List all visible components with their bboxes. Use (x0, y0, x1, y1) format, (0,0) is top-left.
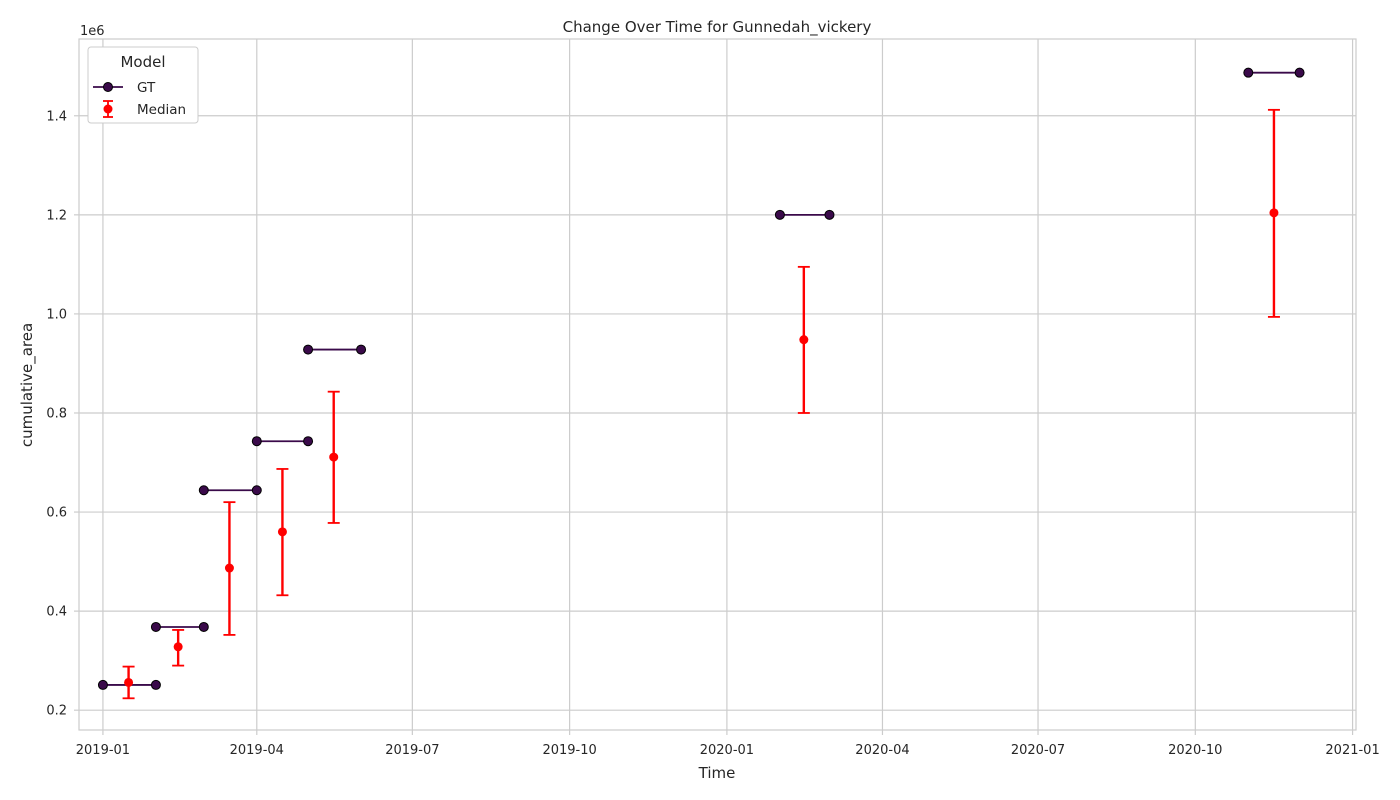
median-point (224, 563, 234, 573)
x-tick-label: 2019-04 (230, 743, 284, 758)
gt-point (303, 344, 314, 355)
x-tick-label: 2020-10 (1168, 743, 1222, 758)
y-tick-label: 0.8 (46, 406, 67, 421)
legend-label-median: Median (137, 102, 186, 118)
gt-point (1294, 67, 1305, 78)
gt-point (198, 485, 209, 496)
median-point (1269, 208, 1279, 218)
y-axis-label: cumulative_area (18, 323, 37, 447)
median-point (124, 677, 134, 687)
gt-point (774, 209, 785, 220)
legend-box (87, 46, 199, 124)
x-tick-label: 2019-07 (385, 743, 439, 758)
gt-point (303, 436, 314, 447)
gt-point (150, 621, 161, 632)
chart-title: Change Over Time for Gunnedah_vickery (563, 18, 872, 37)
gt-point (150, 679, 161, 690)
y-tick-labels: 0.2 0.4 0.6 0.8 1.0 1.2 1.4 (46, 109, 79, 719)
x-tick-label: 2019-10 (542, 743, 596, 758)
x-tick-label: 2021-01 (1325, 743, 1379, 758)
gt-point (251, 436, 262, 447)
y-tick-label: 1.4 (46, 109, 67, 124)
legend-entry-gt: GT (93, 80, 156, 96)
grid (79, 39, 1356, 730)
legend-label-gt: GT (137, 80, 156, 96)
gt-series (97, 67, 1305, 690)
legend-entry-median: Median (103, 100, 186, 118)
legend-title: Model (120, 53, 165, 71)
x-axis-label: Time (698, 764, 736, 782)
y-tick-label: 1.2 (46, 208, 67, 223)
gt-point (1243, 67, 1254, 78)
gt-point (251, 485, 262, 496)
y-tick-label: 1.0 (46, 307, 67, 322)
x-tick-label: 2019-01 (76, 743, 130, 758)
median-point (329, 452, 339, 462)
y-tick-label: 0.6 (46, 506, 67, 521)
y-scale-label: 1e6 (80, 24, 105, 39)
y-tick-label: 0.4 (46, 605, 67, 620)
gt-point (198, 621, 209, 632)
gt-point (356, 344, 367, 355)
x-tick-label: 2020-01 (700, 743, 754, 758)
median-series (122, 108, 1280, 700)
y-tick-label: 0.2 (46, 704, 67, 719)
median-point (173, 642, 183, 652)
median-point (277, 527, 287, 537)
x-tick-labels: 2019-01 2019-04 2019-07 2019-10 2020-01 2020-… (76, 730, 1380, 758)
gt-point (824, 209, 835, 220)
median-point (799, 335, 809, 345)
plot-frame (78, 38, 1357, 731)
gt-point (97, 679, 108, 690)
legend: Model GT Median (87, 46, 199, 124)
x-tick-label: 2020-04 (855, 743, 909, 758)
x-tick-label: 2020-07 (1011, 743, 1065, 758)
